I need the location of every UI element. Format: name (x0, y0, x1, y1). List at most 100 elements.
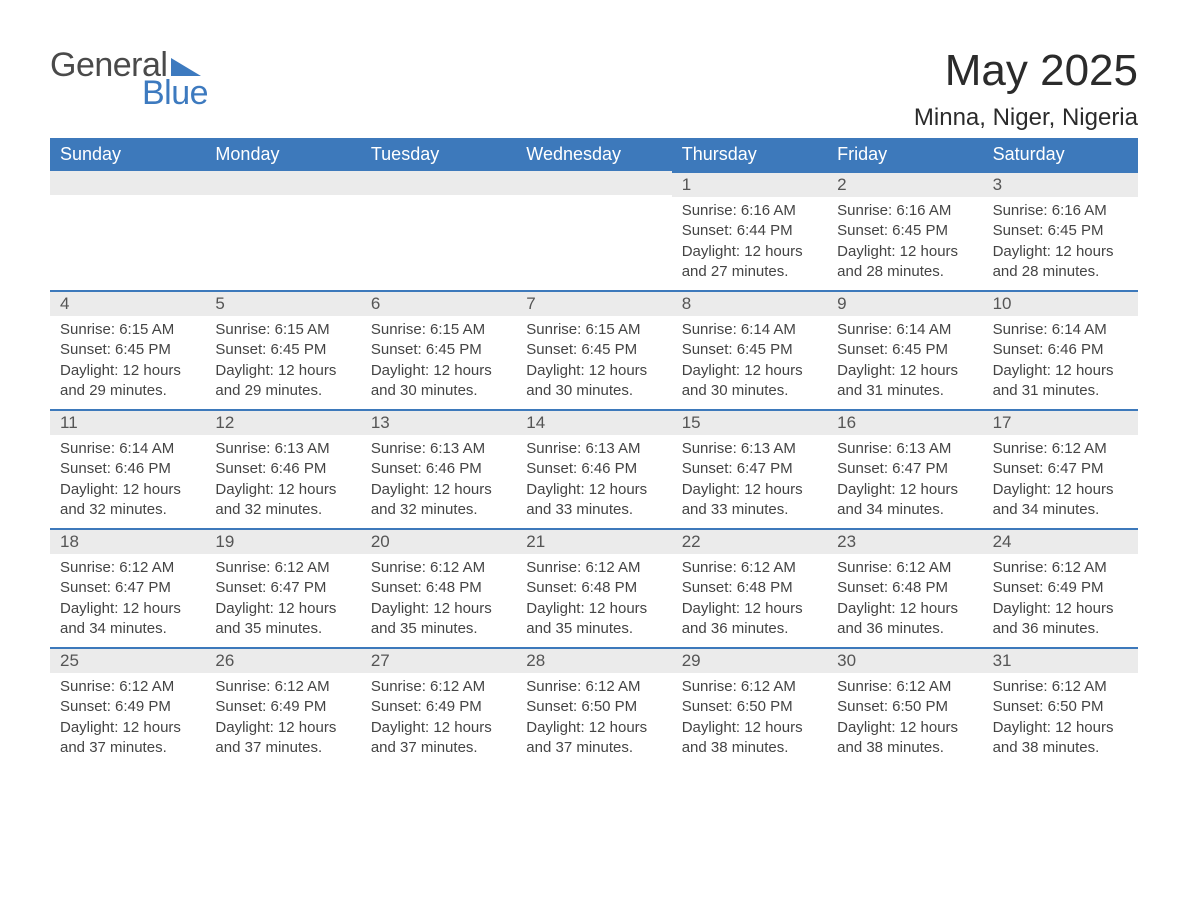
sunset-line: Sunset: 6:50 PM (526, 697, 661, 717)
daylight-line: Daylight: 12 hours and 28 minutes. (837, 242, 972, 283)
weeks-container: 1Sunrise: 6:16 AMSunset: 6:44 PMDaylight… (50, 171, 1138, 766)
day-number: 9 (837, 294, 846, 313)
day-info: Sunrise: 6:15 AMSunset: 6:45 PMDaylight:… (371, 320, 506, 401)
sunset-line: Sunset: 6:45 PM (837, 340, 972, 360)
day-number-strip: 25 (50, 647, 205, 673)
week-row: 1Sunrise: 6:16 AMSunset: 6:44 PMDaylight… (50, 171, 1138, 290)
sunrise-line: Sunrise: 6:13 AM (215, 439, 350, 459)
daylight-line: Daylight: 12 hours and 31 minutes. (837, 361, 972, 402)
day-number-strip: 22 (672, 528, 827, 554)
daylight-line: Daylight: 12 hours and 36 minutes. (993, 599, 1128, 640)
week-row: 18Sunrise: 6:12 AMSunset: 6:47 PMDayligh… (50, 528, 1138, 647)
day-number-strip: 21 (516, 528, 671, 554)
day-number-strip: 30 (827, 647, 982, 673)
sunrise-line: Sunrise: 6:12 AM (215, 558, 350, 578)
daylight-line: Daylight: 12 hours and 35 minutes. (526, 599, 661, 640)
sunset-line: Sunset: 6:49 PM (60, 697, 195, 717)
daylight-line: Daylight: 12 hours and 36 minutes. (682, 599, 817, 640)
sunset-line: Sunset: 6:47 PM (837, 459, 972, 479)
dow-cell: Wednesday (516, 138, 671, 171)
day-number-strip: 29 (672, 647, 827, 673)
day-number: 8 (682, 294, 691, 313)
day-cell: 12 Sunrise: 6:13 AMSunset: 6:46 PMDayligh… (205, 409, 360, 528)
day-cell: 4Sunrise: 6:15 AMSunset: 6:45 PMDaylight… (50, 290, 205, 409)
day-info: Sunrise: 6:12 AMSunset: 6:47 PMDaylight:… (215, 558, 350, 639)
sunset-line: Sunset: 6:47 PM (993, 459, 1128, 479)
sunrise-line: Sunrise: 6:13 AM (837, 439, 972, 459)
day-number: 31 (993, 651, 1012, 670)
day-number: 21 (526, 532, 545, 551)
day-number: 24 (993, 532, 1012, 551)
sunset-line: Sunset: 6:50 PM (837, 697, 972, 717)
day-info: Sunrise: 6:12 AMSunset: 6:49 PMDaylight:… (371, 677, 506, 758)
day-number: 17 (993, 413, 1012, 432)
day-number-strip: 12 (205, 409, 360, 435)
day-number: 15 (682, 413, 701, 432)
day-cell: 28 Sunrise: 6:12 AMSunset: 6:50 PMDayligh… (516, 647, 671, 766)
sunrise-line: Sunrise: 6:12 AM (215, 677, 350, 697)
day-number-strip: 26 (205, 647, 360, 673)
day-info: Sunrise: 6:14 AMSunset: 6:45 PMDaylight:… (837, 320, 972, 401)
sunrise-line: Sunrise: 6:12 AM (371, 677, 506, 697)
sunset-line: Sunset: 6:49 PM (215, 697, 350, 717)
day-number-strip: 19 (205, 528, 360, 554)
daylight-line: Daylight: 12 hours and 31 minutes. (993, 361, 1128, 402)
day-cell: 30Sunrise: 6:12 AMSunset: 6:50 PMDayligh… (827, 647, 982, 766)
daylight-line: Daylight: 12 hours and 32 minutes. (60, 480, 195, 521)
day-info: Sunrise: 6:16 AMSunset: 6:45 PMDaylight:… (993, 201, 1128, 282)
day-number-strip: 10 (983, 290, 1138, 316)
day-info: Sunrise: 6:13 AMSunset: 6:47 PMDaylight:… (682, 439, 817, 520)
empty-cell (361, 171, 516, 290)
day-number-strip: 11 (50, 409, 205, 435)
day-cell: 14Sunrise: 6:13 AMSunset: 6:46 PMDayligh… (516, 409, 671, 528)
dow-cell: Thursday (672, 138, 827, 171)
day-number-strip: 31 (983, 647, 1138, 673)
day-number-strip: 24 (983, 528, 1138, 554)
day-info: Sunrise: 6:15 AMSunset: 6:45 PMDaylight:… (526, 320, 661, 401)
day-cell: 8Sunrise: 6:14 AMSunset: 6:45 PMDaylight… (672, 290, 827, 409)
sunset-line: Sunset: 6:46 PM (60, 459, 195, 479)
day-cell: 24Sunrise: 6:12 AMSunset: 6:49 PMDayligh… (983, 528, 1138, 647)
daylight-line: Daylight: 12 hours and 38 minutes. (837, 718, 972, 759)
daylight-line: Daylight: 12 hours and 37 minutes. (215, 718, 350, 759)
day-number: 2 (837, 175, 846, 194)
day-info: Sunrise: 6:13 AMSunset: 6:46 PMDaylight:… (215, 439, 350, 520)
day-number-strip: 8 (672, 290, 827, 316)
day-number: 25 (60, 651, 79, 670)
day-info: Sunrise: 6:13 AMSunset: 6:47 PMDaylight:… (837, 439, 972, 520)
daylight-line: Daylight: 12 hours and 28 minutes. (993, 242, 1128, 283)
day-number-strip: 28 (516, 647, 671, 673)
sunset-line: Sunset: 6:47 PM (215, 578, 350, 598)
day-number: 18 (60, 532, 79, 551)
day-number-strip: 1 (672, 171, 827, 197)
daylight-line: Daylight: 12 hours and 32 minutes. (215, 480, 350, 521)
day-number-strip: 6 (361, 290, 516, 316)
day-cell: 29Sunrise: 6:12 AMSunset: 6:50 PMDayligh… (672, 647, 827, 766)
sunrise-line: Sunrise: 6:12 AM (837, 558, 972, 578)
day-number: 1 (682, 175, 691, 194)
sunrise-line: Sunrise: 6:12 AM (60, 558, 195, 578)
day-info: Sunrise: 6:12 AMSunset: 6:50 PMDaylight:… (526, 677, 661, 758)
day-info: Sunrise: 6:14 AMSunset: 6:46 PMDaylight:… (993, 320, 1128, 401)
dow-cell: Friday (827, 138, 982, 171)
day-number: 27 (371, 651, 390, 670)
sunset-line: Sunset: 6:45 PM (215, 340, 350, 360)
day-info: Sunrise: 6:12 AMSunset: 6:47 PMDaylight:… (60, 558, 195, 639)
sunrise-line: Sunrise: 6:15 AM (371, 320, 506, 340)
daylight-line: Daylight: 12 hours and 36 minutes. (837, 599, 972, 640)
sunset-line: Sunset: 6:45 PM (371, 340, 506, 360)
day-number: 7 (526, 294, 535, 313)
day-number-strip: 4 (50, 290, 205, 316)
day-number: 6 (371, 294, 380, 313)
day-number: 3 (993, 175, 1002, 194)
sunset-line: Sunset: 6:50 PM (993, 697, 1128, 717)
month-title: May 2025 (914, 48, 1138, 94)
day-number: 26 (215, 651, 234, 670)
day-info: Sunrise: 6:12 AMSunset: 6:47 PMDaylight:… (993, 439, 1128, 520)
day-number-strip: 9 (827, 290, 982, 316)
day-info: Sunrise: 6:12 AMSunset: 6:48 PMDaylight:… (682, 558, 817, 639)
sunrise-line: Sunrise: 6:12 AM (526, 677, 661, 697)
sunset-line: Sunset: 6:50 PM (682, 697, 817, 717)
sunrise-line: Sunrise: 6:14 AM (60, 439, 195, 459)
dow-cell: Saturday (983, 138, 1138, 171)
